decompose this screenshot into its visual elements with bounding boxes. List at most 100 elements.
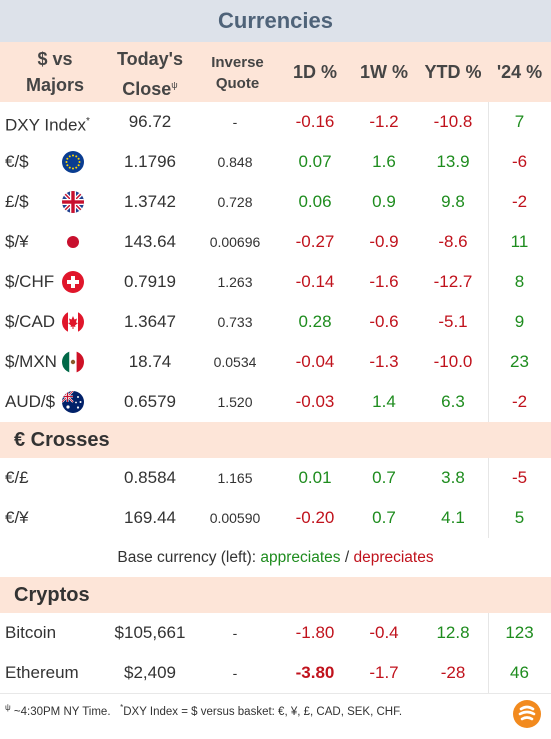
row-label-text: DXY Index: [5, 115, 86, 135]
change-ytd: -5.1: [438, 312, 468, 331]
change-1w: 1.6: [372, 152, 396, 171]
change-2024: 8: [514, 272, 525, 291]
row-label: £/$: [5, 182, 120, 222]
row-label-text: £/$: [5, 192, 29, 211]
header-close-mark: ψ: [171, 80, 178, 90]
inverse-value: 0.0534: [213, 354, 257, 370]
row-label: $/MXN: [5, 342, 120, 382]
close-value: $105,661: [114, 623, 186, 642]
row-label-text: $/MXN: [5, 352, 57, 371]
section-cryptos: Cryptos: [0, 577, 551, 613]
close-value: 0.8584: [124, 468, 176, 487]
change-ytd: 3.8: [441, 468, 465, 487]
header-label-line2: Majors: [25, 75, 85, 95]
change-2024: -5: [511, 468, 528, 487]
table-row: $/MXN 18.74 0.0534 -0.04 -1.3 -10.0 23: [0, 342, 551, 382]
row-label-mark: *: [85, 116, 90, 127]
row-label-text: €/$: [5, 152, 29, 171]
inverse-value: 0.733: [217, 314, 253, 330]
change-1d: 0.01: [298, 468, 332, 487]
change-ytd: 6.3: [441, 392, 465, 411]
change-1d: -0.14: [295, 272, 335, 291]
header-1w: 1W %: [359, 62, 408, 82]
row-label: €/$: [5, 142, 120, 182]
inverse-value: -: [232, 625, 238, 641]
row-label-text: Ethereum: [5, 663, 79, 682]
change-2024: 7: [514, 112, 525, 131]
table-row: AUD/$ 0.6579 1.520 -0.03 1.4 6.3 -2: [0, 382, 551, 422]
row-label-text: €/£: [5, 468, 29, 487]
table-row: €/£ 0.8584 1.165 0.01 0.7 3.8 -5: [0, 458, 551, 498]
change-ytd: -10.8: [433, 112, 473, 131]
mexico-flag-icon: [62, 351, 84, 373]
change-1d: -1.80: [295, 623, 335, 642]
change-ytd: 9.8: [441, 192, 465, 211]
change-1w: -0.6: [369, 312, 399, 331]
footer-divider: [0, 693, 551, 694]
row-label-text: €/¥: [5, 508, 29, 527]
table-row: $/CAD 1.3647 0.733 0.28 -0.6 -5.1 9: [0, 302, 551, 342]
legend-separator: /: [344, 549, 350, 566]
row-label-text: $/CAD: [5, 312, 56, 331]
inverse-value: 0.848: [217, 154, 253, 170]
close-value: 18.74: [128, 352, 172, 371]
close-value: 0.7919: [124, 272, 176, 291]
change-ytd: -10.0: [433, 352, 473, 371]
change-1w: 1.4: [372, 392, 396, 411]
header-inverse-line2: Quote: [215, 75, 260, 92]
change-2024: 9: [514, 312, 525, 331]
header-close-line1: Today's: [117, 49, 183, 69]
column-divider: [488, 102, 489, 422]
row-label-text: AUD/$: [5, 392, 56, 411]
color-legend: Base currency (left): appreciates / depr…: [0, 539, 551, 577]
change-1d: 0.07: [298, 152, 332, 171]
header-label-col: $ vs Majors: [0, 46, 110, 98]
close-value: 0.6579: [124, 392, 176, 411]
legend-prefix: Base currency (left):: [117, 549, 257, 566]
eu-flag-icon: [62, 151, 84, 173]
change-ytd: -28: [440, 663, 466, 682]
close-value: 1.3647: [124, 312, 176, 331]
change-2024: -2: [511, 392, 528, 411]
close-value: 1.3742: [124, 192, 176, 211]
change-2024: 5: [514, 508, 525, 527]
footer-mark-asterisk: *: [120, 703, 124, 712]
close-value: 169.44: [124, 508, 176, 527]
page-title: Currencies: [0, 0, 551, 42]
footer-time-note: ~4:30PM NY Time.: [13, 705, 111, 718]
table-row: Bitcoin $105,661 - -1.80 -0.4 12.8 123: [0, 613, 551, 653]
change-ytd: 13.9: [436, 152, 470, 171]
row-label: $/¥: [5, 222, 120, 262]
table-row: £/$ 1.3742 0.728 0.06 0.9 9.8 -2: [0, 182, 551, 222]
japan-flag-icon: [62, 231, 84, 253]
header-1d: 1D %: [292, 62, 337, 82]
header-inverse-col: Inverse Quote: [200, 52, 275, 94]
change-1w: 0.9: [372, 192, 396, 211]
change-1d: -0.16: [295, 112, 335, 131]
change-ytd: -12.7: [433, 272, 473, 291]
change-1d: -0.03: [295, 392, 335, 411]
row-label-text: $/CHF: [5, 272, 55, 291]
change-1d: 0.06: [298, 192, 332, 211]
close-value: 143.64: [124, 232, 176, 251]
change-ytd: 4.1: [441, 508, 465, 527]
section-title: € Crosses: [14, 429, 110, 451]
change-1d: -0.27: [295, 232, 335, 251]
swiss-flag-icon: [62, 271, 84, 293]
row-label-text: $/¥: [5, 232, 29, 251]
change-2024: 123: [505, 623, 534, 642]
change-1d: -0.20: [295, 508, 335, 527]
change-2024: 23: [510, 352, 529, 371]
change-1w: 0.7: [372, 468, 396, 487]
header-label-line1: $ vs: [37, 49, 73, 69]
row-label-text: Bitcoin: [5, 623, 57, 642]
table-row: Ethereum $2,409 - -3.80 -1.7 -28 46: [0, 653, 551, 693]
section-title: Cryptos: [14, 584, 90, 606]
inverse-value: -: [232, 665, 238, 681]
change-1w: 0.7: [372, 508, 396, 527]
footer-dxy-note: DXY Index = $ versus basket: €, ¥, £, CA…: [123, 705, 403, 718]
header-inverse-line1: Inverse: [211, 54, 264, 71]
uk-flag-icon: [62, 191, 84, 213]
change-ytd: -8.6: [438, 232, 468, 251]
australia-flag-icon: [62, 391, 84, 413]
